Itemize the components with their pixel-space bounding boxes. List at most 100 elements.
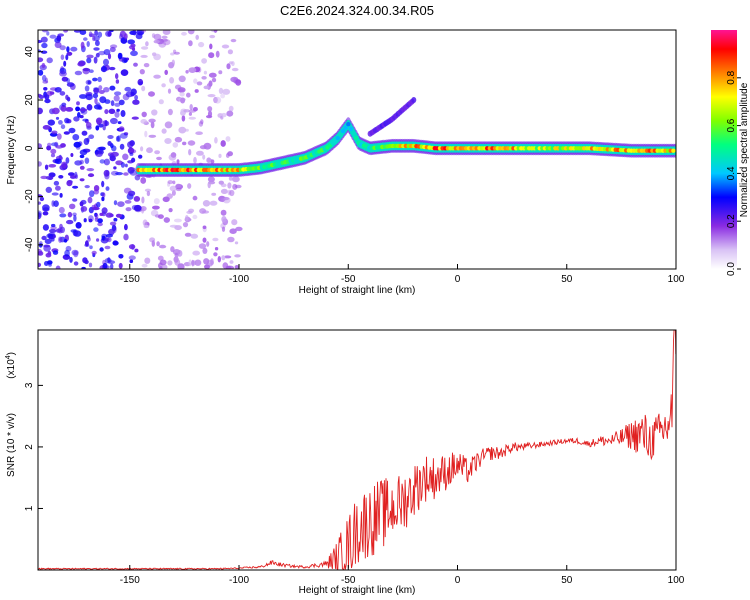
noise-cell	[185, 70, 189, 74]
noise-cell	[47, 260, 53, 265]
noise-cell	[70, 153, 74, 157]
noise-cell	[38, 248, 43, 256]
snr-y-ticks: 1 2 3	[24, 382, 43, 511]
noise-cell	[208, 72, 217, 78]
noise-cell	[129, 152, 134, 156]
noise-cell	[218, 87, 224, 94]
noise-cell	[60, 105, 67, 112]
noise-cell	[141, 111, 147, 118]
noise-cell	[66, 51, 73, 56]
noise-cell	[202, 210, 210, 214]
noise-cell	[113, 217, 118, 222]
noise-cell	[167, 180, 174, 185]
noise-cell	[50, 226, 57, 230]
noise-cell	[187, 30, 195, 35]
colorbar: 0.0 0.2 0.4 0.6 0.8 Normalized spectral ampl…	[711, 30, 750, 276]
noise-cell	[148, 118, 156, 123]
spectrogram-frame	[37, 29, 677, 270]
noise-cell	[213, 252, 218, 257]
ridge-core	[340, 128, 346, 134]
noise-cell	[169, 77, 175, 84]
noise-cell	[235, 226, 243, 232]
noise-cell	[94, 213, 99, 220]
noise-cell	[180, 97, 186, 104]
noise-cell	[124, 163, 128, 168]
noise-cell	[140, 146, 144, 152]
noise-cell	[172, 180, 176, 185]
snr-series-line	[38, 330, 676, 570]
noise-cell	[50, 153, 56, 158]
noise-cell	[234, 265, 240, 269]
noise-cell	[63, 239, 68, 243]
noise-cell	[123, 233, 129, 241]
noise-cell	[225, 136, 231, 142]
noise-cell	[59, 91, 66, 96]
noise-cell	[103, 158, 110, 166]
noise-cell	[211, 77, 217, 83]
noise-cell	[227, 236, 235, 243]
noise-cell	[94, 30, 98, 36]
noise-cell	[50, 148, 57, 155]
noise-cell	[65, 54, 69, 61]
noise-cell	[61, 102, 67, 107]
noise-cell	[79, 159, 84, 165]
x-tick-label: -150	[120, 274, 140, 285]
noise-cell	[73, 116, 80, 122]
noise-cell	[110, 263, 114, 269]
noise-cell	[133, 204, 142, 212]
snr-y-multiplier: (x104)	[5, 352, 17, 379]
noise-cell	[38, 210, 42, 218]
noise-cell	[164, 138, 172, 144]
ridge-core	[353, 135, 359, 141]
noise-cell	[99, 159, 106, 164]
colorbar-tick-label: 0.8	[726, 70, 737, 84]
noise-cell	[199, 145, 207, 150]
noise-cell	[228, 105, 234, 112]
noise-cell	[101, 196, 105, 202]
noise-cell	[127, 39, 135, 45]
noise-cell	[45, 175, 54, 180]
noise-cell	[63, 131, 70, 135]
noise-cell	[98, 85, 103, 91]
noise-cell	[220, 188, 228, 194]
noise-cell	[174, 136, 183, 143]
noise-cell	[87, 196, 93, 204]
snr-panel: -150 -100 -50 0 50 100 1 2 3 Height of straight…	[5, 329, 685, 596]
noise-cell	[82, 257, 88, 264]
noise-cell	[47, 119, 55, 126]
noise-cell	[162, 196, 170, 203]
noise-cell	[159, 265, 163, 269]
noise-cell	[213, 30, 218, 33]
noise-cell	[118, 262, 123, 269]
noise-cell	[192, 214, 198, 220]
noise-cell	[173, 49, 177, 54]
colorbar-label: Normalized spectral amplitude	[739, 82, 750, 217]
noise-cell	[164, 121, 173, 129]
noise-cell	[46, 31, 50, 36]
noise-cell	[221, 198, 225, 203]
noise-cell	[119, 132, 128, 139]
noise-cell	[66, 219, 74, 225]
noise-cell	[198, 243, 207, 249]
noise-cell	[157, 214, 164, 219]
noise-cell	[182, 141, 187, 146]
noise-cell	[60, 54, 65, 60]
spectrogram-x-axis-label: Height of straight line (km)	[299, 285, 416, 296]
noise-cell	[60, 161, 68, 169]
noise-cell	[220, 93, 226, 99]
noise-cell	[49, 34, 57, 39]
noise-cell	[178, 75, 186, 83]
noise-cell	[46, 57, 53, 64]
noise-cell	[187, 183, 192, 189]
noise-cell	[141, 46, 149, 50]
noise-cell	[59, 213, 67, 218]
noise-cell	[177, 250, 183, 257]
noise-cell	[53, 200, 59, 207]
noise-cell	[87, 237, 91, 242]
ridge-core	[348, 126, 354, 131]
noise-cell	[91, 206, 100, 211]
noise-cell	[142, 219, 148, 227]
noise-cell	[63, 30, 68, 33]
noise-cell	[110, 100, 115, 107]
